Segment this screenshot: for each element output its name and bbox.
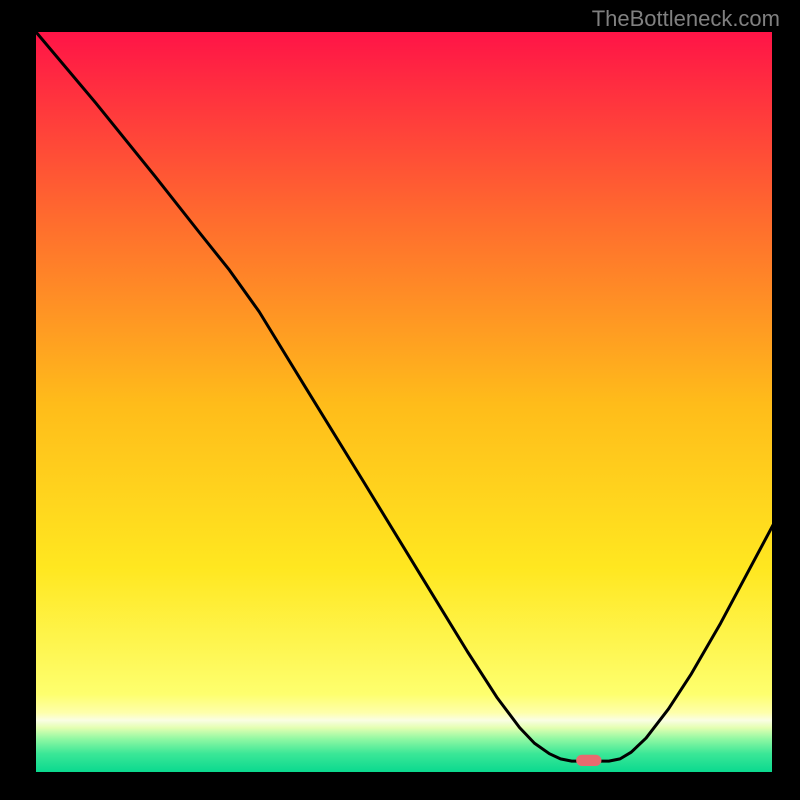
chart-background	[36, 32, 776, 776]
chart-frame	[32, 32, 776, 776]
optimal-marker	[576, 755, 601, 766]
chart-svg	[36, 32, 776, 776]
watermark-text: TheBottleneck.com	[592, 6, 780, 32]
